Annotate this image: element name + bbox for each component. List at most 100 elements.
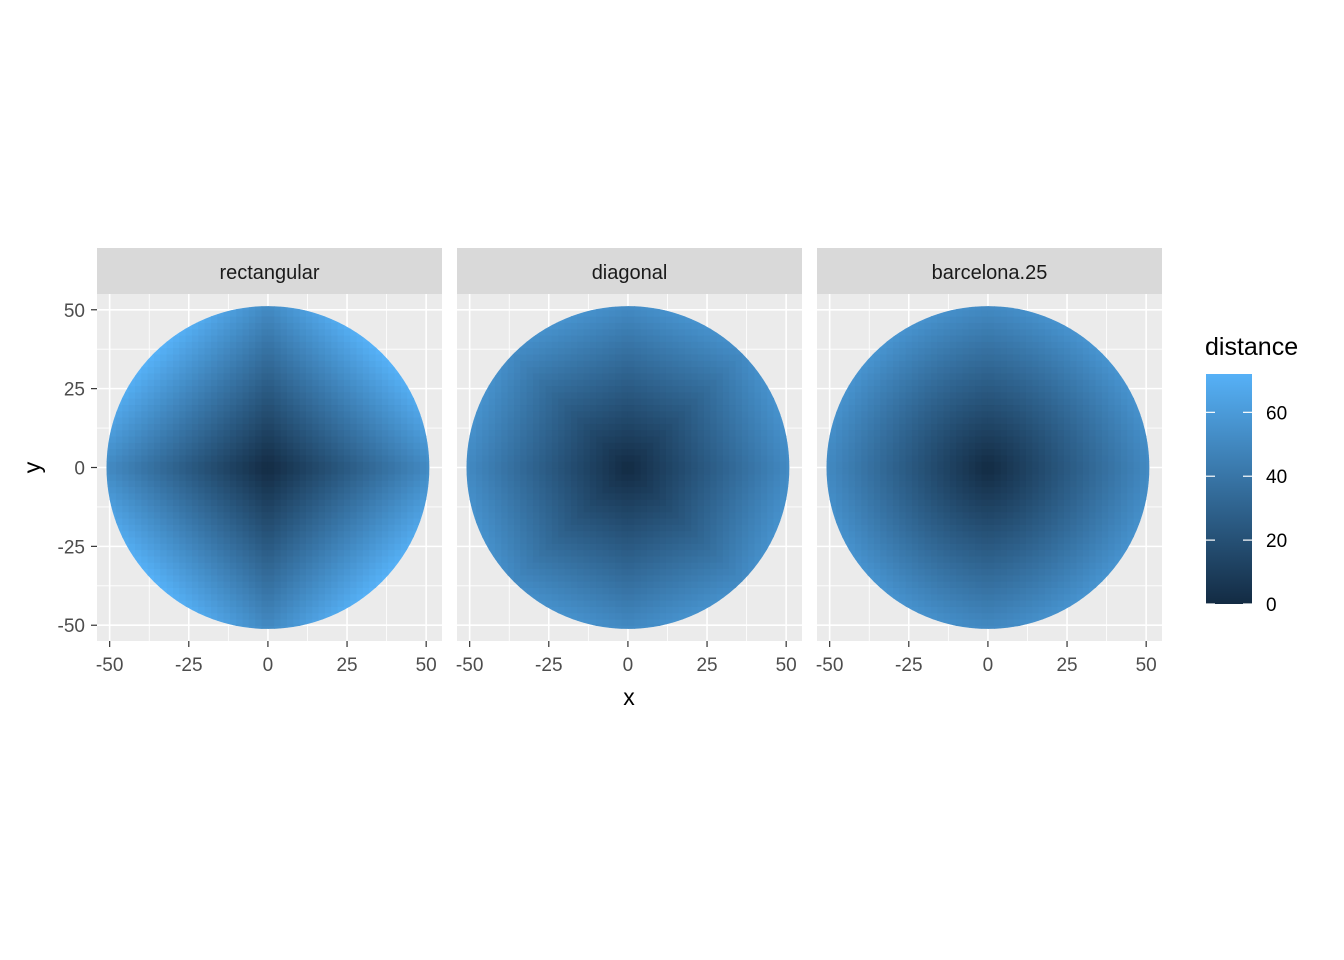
heatmap-tile: [413, 505, 421, 513]
heatmap-tile: [172, 517, 180, 525]
heatmap-tile: [198, 417, 206, 424]
heatmap-tile: [280, 524, 288, 532]
heatmap-tile: [716, 366, 724, 374]
heatmap-tile: [109, 454, 117, 462]
heatmap-tile: [672, 410, 680, 418]
heatmap-tile: [242, 612, 250, 620]
heatmap-tile: [577, 341, 585, 349]
heatmap-tile: [280, 398, 288, 406]
heatmap-tile: [147, 360, 155, 368]
heatmap-tile: [299, 429, 307, 437]
heatmap-tile: [122, 417, 130, 424]
heatmap-tile: [678, 379, 686, 387]
heatmap-tile: [191, 499, 199, 506]
heatmap-tile: [589, 555, 597, 563]
heatmap-tile: [375, 372, 383, 380]
heatmap-tile: [678, 423, 686, 431]
heatmap-tile: [217, 543, 225, 551]
heatmap-tile: [331, 486, 339, 494]
heatmap-tile: [722, 404, 730, 412]
heatmap-tile: [312, 461, 320, 469]
heatmap-tile: [204, 366, 212, 374]
heatmap-tile: [236, 328, 244, 336]
heatmap-tile: [305, 322, 313, 330]
heatmap-tile: [191, 398, 199, 406]
heatmap-tile: [153, 442, 161, 450]
heatmap-tile: [608, 625, 616, 629]
heatmap-tile: [166, 404, 174, 412]
heatmap-tile: [274, 448, 282, 456]
heatmap-tile: [564, 524, 572, 532]
heatmap-tile: [356, 435, 364, 443]
heatmap-tile: [204, 454, 212, 462]
heatmap-tile: [293, 404, 301, 412]
heatmap-tile: [337, 328, 345, 336]
heatmap-tile: [640, 543, 648, 551]
heatmap-tile: [248, 587, 256, 595]
heatmap-tile: [678, 404, 686, 412]
heatmap-tile: [299, 353, 307, 361]
heatmap-tile: [286, 316, 294, 323]
heatmap-tile: [678, 398, 686, 406]
heatmap-tile: [703, 467, 711, 475]
heatmap-tile: [318, 442, 326, 450]
heatmap-tile: [305, 435, 313, 443]
heatmap-tile: [665, 530, 673, 538]
heatmap-tile: [286, 454, 294, 462]
heatmap-tile: [299, 309, 307, 317]
heatmap-tile: [602, 360, 610, 368]
heatmap-tile: [331, 574, 339, 582]
heatmap-tile: [274, 505, 282, 513]
heatmap-tile: [589, 398, 597, 406]
heatmap-tile: [166, 492, 174, 500]
heatmap-tile: [223, 492, 231, 500]
heatmap-tile: [122, 448, 130, 456]
heatmap-tile: [400, 480, 408, 488]
heatmap-tile: [716, 372, 724, 380]
heatmap-tile: [381, 549, 389, 557]
heatmap-tile: [134, 379, 142, 387]
heatmap-tile: [691, 341, 699, 349]
heatmap-tile: [172, 442, 180, 450]
heatmap-tile: [267, 536, 275, 544]
heatmap-tile: [501, 423, 509, 431]
heatmap-tile: [545, 568, 553, 576]
heatmap-tile: [198, 353, 206, 361]
heatmap-tile: [318, 429, 326, 437]
heatmap-tile: [570, 549, 578, 557]
heatmap-tile: [362, 366, 370, 374]
heatmap-tile: [640, 347, 648, 355]
heatmap-tile: [729, 429, 737, 437]
heatmap-tile: [583, 429, 591, 437]
heatmap-tile: [337, 574, 345, 582]
heatmap-tile: [312, 593, 320, 601]
heatmap-tile: [621, 505, 629, 513]
heatmap-tile: [602, 429, 610, 437]
heatmap-tile: [539, 379, 547, 387]
heatmap-tile: [722, 524, 730, 532]
heatmap-tile: [369, 511, 377, 519]
heatmap-tile: [160, 404, 168, 412]
heatmap-tile: [539, 536, 547, 544]
heatmap-tile: [475, 448, 483, 456]
heatmap-tile: [394, 423, 402, 431]
heatmap-tile: [324, 467, 332, 475]
heatmap-tile: [312, 435, 320, 443]
heatmap-tile: [691, 530, 699, 538]
heatmap-tile: [577, 461, 585, 469]
heatmap-tile: [729, 366, 737, 374]
heatmap-tile: [634, 360, 642, 368]
heatmap-tile: [646, 581, 654, 588]
heatmap-tile: [659, 341, 667, 349]
heatmap-tile: [318, 379, 326, 387]
heatmap-tile: [532, 593, 540, 601]
heatmap-tile: [204, 385, 212, 393]
heatmap-tile: [109, 435, 117, 443]
heatmap-tile: [570, 581, 578, 588]
heatmap-tile: [520, 372, 528, 380]
heatmap-tile: [513, 417, 521, 424]
heatmap-tile: [710, 467, 718, 475]
heatmap-tile: [255, 417, 263, 424]
heatmap-tile: [710, 549, 718, 557]
heatmap-tile: [501, 379, 509, 387]
